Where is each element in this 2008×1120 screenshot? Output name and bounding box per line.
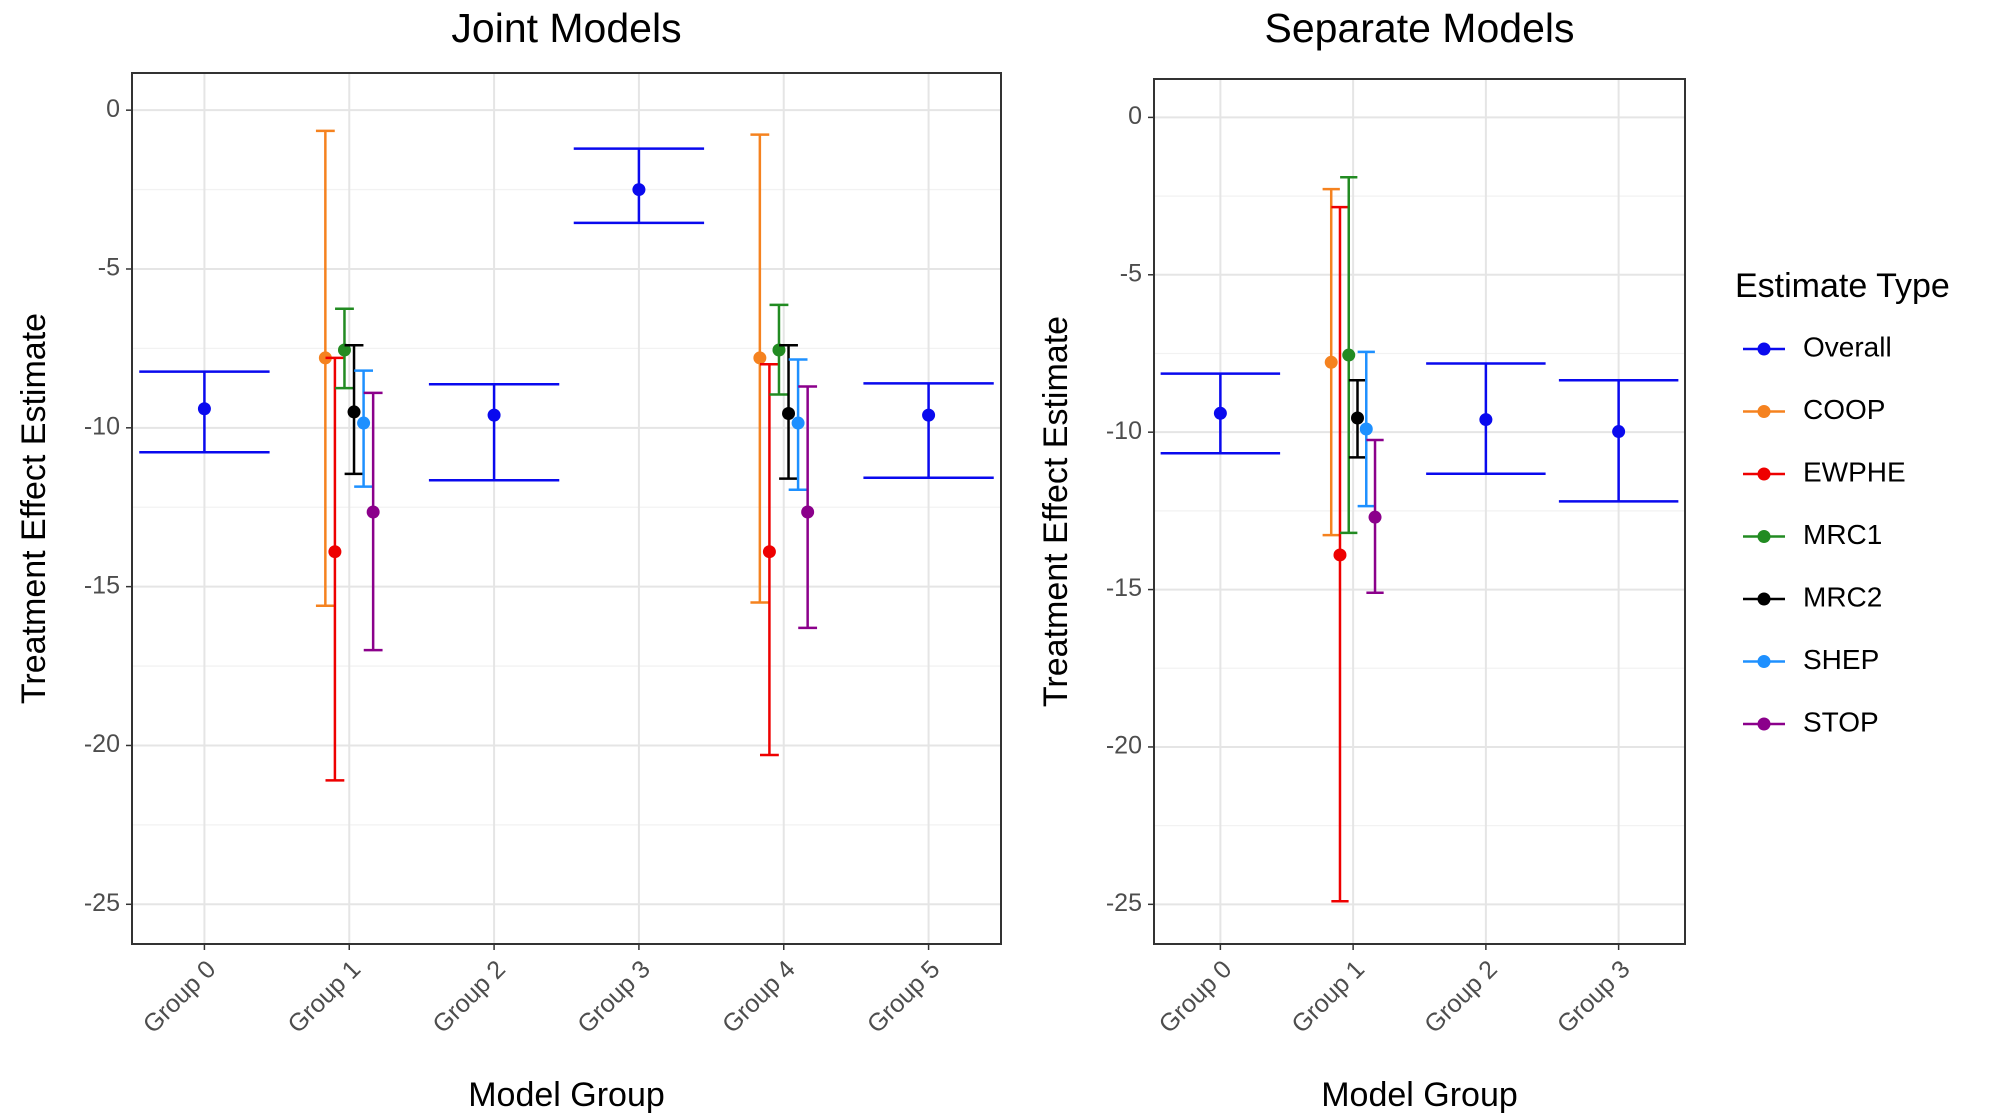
legend-key-point [1757, 592, 1771, 606]
x-axis-title: Model Group [1321, 1076, 1518, 1114]
x-tick-label: Group 5 [862, 955, 946, 1039]
x-tick-label: Group 1 [1286, 955, 1370, 1039]
point [753, 351, 767, 365]
legend-label: Overall [1803, 331, 1892, 362]
y-tick-label: -20 [1106, 732, 1142, 760]
x-tick-label: Group 2 [427, 955, 511, 1039]
legend-item: COOP [1743, 394, 1885, 425]
y-axis-title: Treatment Effect Estimate [1037, 316, 1075, 707]
point [318, 351, 332, 365]
point [791, 416, 805, 430]
legend-key-point [1757, 467, 1771, 481]
point [922, 408, 936, 422]
y-tick-label: -25 [84, 889, 120, 917]
point [337, 343, 351, 357]
point [347, 405, 361, 419]
legend-label: MRC2 [1803, 581, 1882, 612]
point [487, 408, 501, 422]
x-tick-label: Group 0 [138, 955, 222, 1039]
legend-item: SHEP [1743, 644, 1879, 675]
point [1479, 413, 1493, 427]
legend-key-point [1757, 342, 1771, 356]
legend-title: Estimate Type [1735, 267, 1950, 305]
chart-title: Separate Models [1265, 5, 1575, 51]
point [1333, 548, 1347, 562]
point [782, 407, 796, 421]
point [762, 545, 776, 559]
y-tick-label: -10 [84, 412, 120, 440]
point [366, 505, 380, 519]
legend-label: SHEP [1803, 644, 1879, 675]
panel-border [1153, 78, 1686, 945]
point [1342, 348, 1356, 362]
y-tick-label: 0 [106, 95, 120, 123]
x-tick-label: Group 4 [717, 955, 801, 1039]
y-tick-label: -15 [84, 571, 120, 599]
y-tick-label: -20 [84, 730, 120, 758]
legend-item: MRC2 [1743, 581, 1882, 612]
legend-label: STOP [1803, 706, 1879, 737]
y-tick-label: -5 [1120, 259, 1142, 287]
y-tick-label: -5 [98, 254, 120, 282]
y-tick-label: 0 [1128, 102, 1142, 130]
x-tick-label: Group 3 [572, 955, 656, 1039]
y-tick-label: -25 [1106, 889, 1142, 917]
x-tick-label: Group 3 [1552, 955, 1636, 1039]
legend-key-point [1757, 655, 1771, 668]
point [328, 545, 342, 559]
legend-key-point [1757, 405, 1771, 418]
legend-label: EWPHE [1803, 456, 1906, 487]
point [1324, 355, 1338, 369]
point [632, 183, 646, 197]
y-tick-label: -10 [1106, 417, 1142, 445]
legend-item: STOP [1743, 706, 1879, 737]
x-tick-label: Group 2 [1419, 955, 1503, 1039]
legend-label: MRC1 [1803, 519, 1882, 550]
point [1351, 411, 1365, 425]
x-tick-label: Group 1 [282, 955, 366, 1039]
point [1612, 425, 1626, 439]
legend-item: Overall [1743, 331, 1892, 362]
legend-item: EWPHE [1743, 456, 1906, 487]
y-tick-label: -15 [1106, 574, 1142, 602]
point [801, 505, 815, 519]
point [197, 402, 211, 416]
x-axis-title: Model Group [468, 1076, 665, 1114]
x-tick-label: Group 0 [1154, 955, 1238, 1039]
y-axis-title: Treatment Effect Estimate [15, 313, 53, 704]
legend-key-point [1757, 717, 1771, 731]
point [357, 416, 371, 430]
legend-item: MRC1 [1743, 519, 1882, 550]
point [1359, 422, 1373, 436]
legend-label: COOP [1803, 394, 1885, 425]
point [1213, 406, 1227, 420]
chart-title: Joint Models [451, 5, 681, 51]
panel-border [131, 72, 1002, 945]
point [1368, 510, 1382, 524]
legend-key-point [1757, 530, 1771, 543]
point [772, 343, 786, 357]
